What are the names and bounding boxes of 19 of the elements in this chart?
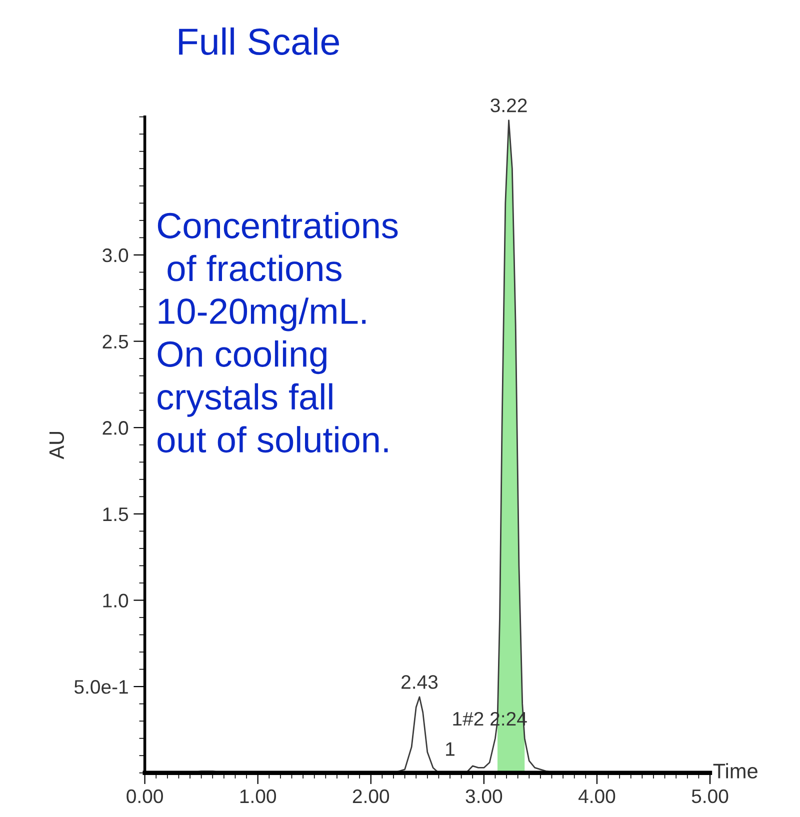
y-tick-label: 2.0 [102,421,128,435]
annotation: 1 [446,742,454,756]
x-tick-label: 1.00 [240,789,276,804]
y-tick-label: 1.5 [103,508,128,522]
annotation: 3.22 [490,98,527,112]
y-axis-title: AU [49,432,64,460]
x-tick-label: 5.00 [692,789,728,804]
x-tick-label: 0.00 [126,789,163,804]
y-tick-label: 1.0 [103,594,128,608]
x-tick-label: 2.00 [352,789,390,804]
y-tick-label: 5.0e-1 [74,680,128,694]
y-tick-label: 3.0 [102,248,128,262]
annotation: Concentrations of fractions 10-20mg/mL. On cooling crystals fall out of solution. [158,212,398,453]
annotation: 2.43 [402,675,438,689]
x-tick-label: 3.00 [466,789,502,804]
y-tick-label: 2.5 [102,334,128,349]
x-tick-label: 4.00 [578,789,616,804]
chart-title: Full Scale [179,27,339,55]
x-axis-title: Time [713,763,758,778]
